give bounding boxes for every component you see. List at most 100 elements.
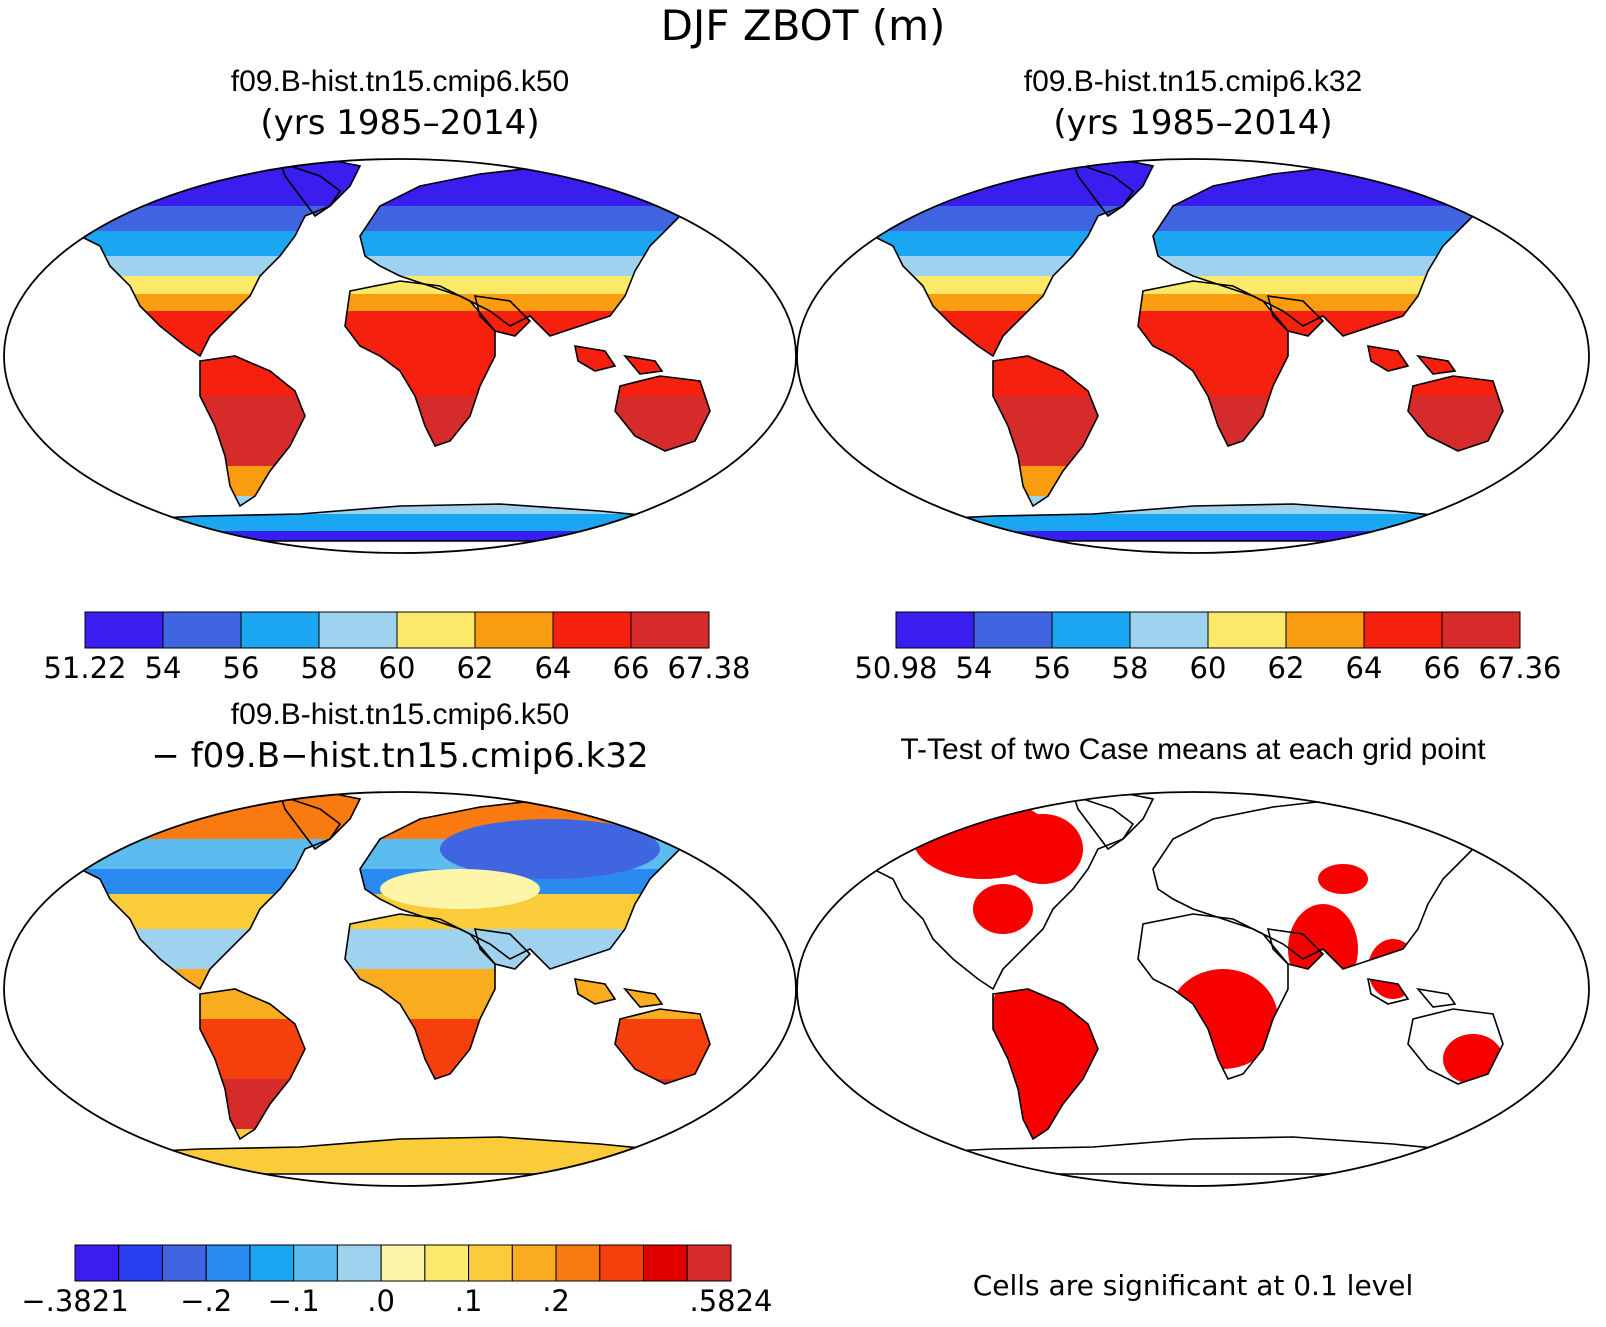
colorbar-label: .2: [542, 1284, 570, 1318]
colorbar-label: 66: [613, 651, 650, 685]
colorbar-swatch: [643, 1244, 688, 1282]
colorbar-swatch: [424, 1244, 470, 1282]
colorbar-swatch: [240, 611, 320, 649]
panel-title: f09.B-hist.tn15.cmip6.k50: [231, 65, 570, 98]
panel-subtitle: (yrs 1985–2014): [1053, 103, 1332, 143]
colorbar-swatch: [552, 611, 632, 649]
colorbar-swatch: [686, 1244, 732, 1282]
colorbar-swatch: [1129, 611, 1209, 649]
colorbar-label: .5824: [689, 1284, 772, 1318]
colorbar: [74, 1244, 732, 1282]
colorbar-swatch: [118, 1244, 163, 1282]
colorbar-swatch: [205, 1244, 251, 1282]
map-area: [797, 159, 1589, 553]
colorbar-swatch: [336, 1244, 382, 1282]
colorbar-label: 50.98: [854, 651, 937, 685]
map-panel-top-left: [3, 158, 797, 649]
contour-band: [440, 819, 660, 879]
colorbar-swatch: [895, 611, 975, 649]
colorbar-label: 64: [535, 651, 572, 685]
colorbar-swatch: [630, 611, 710, 649]
colorbar-label: −.3821: [21, 1284, 128, 1318]
map-area: [797, 792, 1589, 1186]
colorbar-swatch: [1363, 611, 1443, 649]
colorbar-label: 58: [301, 651, 338, 685]
map-area: [4, 792, 796, 1186]
contour-band: [60, 294, 730, 311]
significant-cells: [973, 884, 1033, 934]
map-panel-top-right: [796, 158, 1590, 649]
colorbar-label: 62: [457, 651, 494, 685]
map-border: [3, 158, 797, 554]
panel-subtitle: (yrs 1985–2014): [260, 103, 539, 143]
colorbar: [84, 611, 710, 649]
map-border: [3, 791, 797, 1187]
colorbar-swatch: [1051, 611, 1131, 649]
contour-band: [853, 276, 1523, 294]
colorbar-swatch: [468, 1244, 513, 1282]
map-border: [796, 158, 1590, 554]
colorbar-swatch: [293, 1244, 338, 1282]
colorbar-swatch: [396, 611, 476, 649]
contour-band: [380, 869, 540, 909]
map-panel-bottom-left: [3, 791, 797, 1282]
panel-subtitle: − f09.B−hist.tn15.cmip6.k32: [151, 736, 648, 776]
colorbar-label: 67.38: [667, 651, 750, 685]
colorbar-label: 64: [1346, 651, 1383, 685]
colorbar-swatch: [474, 611, 554, 649]
contour-band: [853, 231, 1523, 256]
colorbar-label: −.1: [268, 1284, 320, 1318]
panel-title: f09.B-hist.tn15.cmip6.k32: [1024, 65, 1363, 98]
colorbar-swatch: [973, 611, 1053, 649]
colorbar-label: 58: [1112, 651, 1149, 685]
contour-band: [853, 514, 1523, 531]
colorbar: [895, 611, 1521, 649]
contour-band: [853, 531, 1523, 541]
contour-band: [853, 256, 1523, 276]
colorbar-swatch: [249, 1244, 295, 1282]
colorbar-swatch: [318, 611, 398, 649]
contour-band: [60, 231, 730, 256]
significant-cells: [1318, 864, 1368, 894]
colorbar-swatch: [161, 1244, 207, 1282]
contour-band: [60, 206, 730, 231]
significant-cells: [1443, 1034, 1503, 1084]
colorbar-label: 54: [145, 651, 182, 685]
colorbar-swatch: [1207, 611, 1287, 649]
colorbar-label: −.2: [180, 1284, 232, 1318]
colorbar-swatch: [380, 1244, 426, 1282]
colorbar-label: 56: [1034, 651, 1071, 685]
colorbar-label: 62: [1268, 651, 1305, 685]
colorbar-label: .1: [455, 1284, 483, 1318]
map-border: [796, 791, 1590, 1187]
colorbar-label: .0: [367, 1284, 395, 1318]
significant-cells: [1003, 814, 1083, 884]
colorbar-label: 67.36: [1478, 651, 1561, 685]
colorbar-swatch: [1285, 611, 1365, 649]
contour-band: [60, 514, 730, 531]
contour-band: [853, 294, 1523, 311]
contour-band: [60, 531, 730, 541]
colorbar-swatch: [1441, 611, 1521, 649]
colorbar-label: 56: [223, 651, 260, 685]
colorbar-swatch: [74, 1244, 120, 1282]
colorbar-swatch: [599, 1244, 645, 1282]
colorbar-swatch: [84, 611, 164, 649]
colorbar-label: 51.22: [43, 651, 126, 685]
panel-title: T-Test of two Case means at each grid po…: [900, 733, 1486, 766]
colorbar-swatch: [511, 1244, 557, 1282]
contour-band: [60, 256, 730, 276]
figure-title: DJF ZBOT (m): [661, 1, 946, 50]
map-panel-bottom-right: [796, 791, 1590, 1187]
contour-band: [60, 276, 730, 294]
colorbar-label: 54: [956, 651, 993, 685]
colorbar-swatch: [162, 611, 242, 649]
colorbar-label: 60: [379, 651, 416, 685]
colorbar-label: 60: [1190, 651, 1227, 685]
panel-title: f09.B-hist.tn15.cmip6.k50: [231, 698, 570, 731]
colorbar-label: 66: [1424, 651, 1461, 685]
significance-footnote: Cells are significant at 0.1 level: [973, 1269, 1414, 1302]
contour-band: [853, 206, 1523, 231]
colorbar-swatch: [555, 1244, 601, 1282]
